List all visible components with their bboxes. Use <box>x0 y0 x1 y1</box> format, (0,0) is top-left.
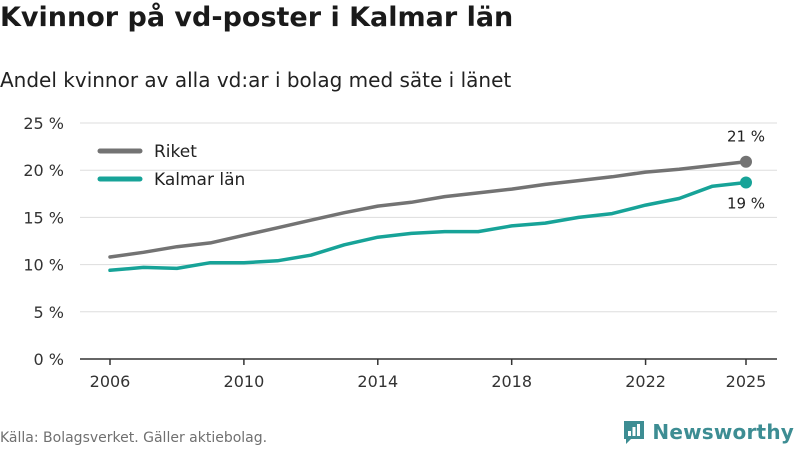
series-line-riket <box>108 159 748 259</box>
source-note: Källa: Bolagsverket. Gäller aktiebolag. <box>0 430 268 446</box>
brand-name: Newsworthy <box>652 420 794 444</box>
y-tick-label: 10 % <box>23 256 64 275</box>
chart-title: Kvinnor på vd-poster i Kalmar län <box>0 2 514 33</box>
end-label-kalmar: 19 % <box>727 194 765 212</box>
x-tick-label: 2018 <box>491 372 532 391</box>
end-marker-riket <box>740 155 752 168</box>
y-tick-label: 5 % <box>34 303 64 322</box>
legend-label: Kalmar län <box>154 170 245 190</box>
y-tick-label: 0 % <box>34 350 64 369</box>
y-tick-label: 15 % <box>23 208 64 227</box>
x-tick-label: 2010 <box>224 372 265 391</box>
end-label-riket: 21 % <box>727 128 765 146</box>
x-tick-label: 2006 <box>90 372 131 391</box>
x-tick-label: 2025 <box>726 372 767 391</box>
legend-label: Riket <box>154 142 197 162</box>
chart-subtitle: Andel kvinnor av alla vd:ar i bolag med … <box>0 68 512 92</box>
y-tick-label: 25 % <box>23 114 64 133</box>
x-tick-label: 2022 <box>625 372 666 391</box>
end-marker-kalmar <box>740 176 752 189</box>
y-tick-label: 20 % <box>23 161 64 180</box>
x-tick-label: 2014 <box>357 372 398 391</box>
line-chart: 0 % 5 % 10 % 15 % 20 % 25 % 2006 2010 2014 2018 20… <box>23 114 777 391</box>
brand-logo: Newsworthy <box>622 419 794 445</box>
newsworthy-logo-icon <box>624 421 645 444</box>
series-line-kalmar <box>108 180 748 273</box>
